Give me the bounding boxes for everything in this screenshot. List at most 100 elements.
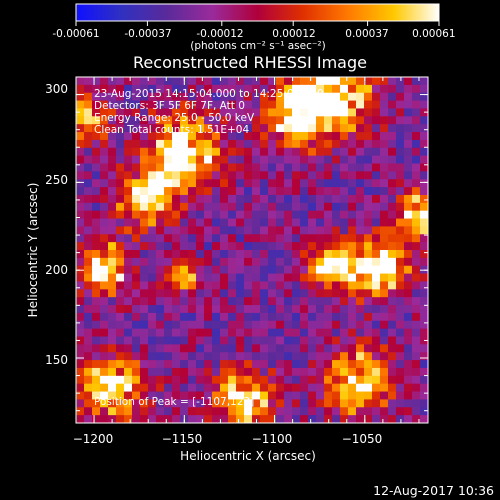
heatmap-cell bbox=[148, 399, 157, 408]
heatmap-cell bbox=[84, 367, 93, 377]
heatmap-cell bbox=[220, 194, 229, 204]
heatmap-cell bbox=[356, 328, 365, 337]
heatmap-cell bbox=[356, 391, 365, 400]
heatmap-cell bbox=[420, 360, 428, 369]
heatmap-cell bbox=[236, 124, 245, 133]
heatmap-cell bbox=[380, 92, 389, 101]
heatmap-cell bbox=[124, 289, 133, 298]
heatmap-cell bbox=[396, 179, 405, 188]
heatmap-cell bbox=[284, 226, 293, 235]
heatmap-cell bbox=[388, 367, 397, 377]
heatmap-cell bbox=[348, 289, 357, 298]
heatmap-cell bbox=[316, 250, 325, 259]
heatmap-cell bbox=[324, 383, 333, 392]
heatmap-cell bbox=[164, 399, 173, 408]
heatmap-cell bbox=[348, 108, 357, 117]
heatmap-cell bbox=[284, 375, 293, 385]
heatmap-cell bbox=[412, 77, 421, 86]
heatmap-cell bbox=[340, 226, 349, 235]
heatmap-cell bbox=[228, 84, 237, 94]
heatmap-cell bbox=[84, 84, 93, 94]
heatmap-cell bbox=[292, 399, 301, 408]
annotation-energy-range: Energy Range: 25.0 - 50.0 keV bbox=[94, 112, 255, 124]
heatmap-cell bbox=[132, 234, 141, 243]
heatmap-cell bbox=[396, 320, 405, 330]
heatmap-cell bbox=[244, 328, 253, 337]
heatmap-cell bbox=[388, 297, 397, 306]
heatmap-cell bbox=[228, 415, 237, 423]
heatmap-cell bbox=[292, 407, 301, 416]
heatmap-cell bbox=[164, 297, 173, 306]
heatmap-cell bbox=[92, 100, 101, 109]
heatmap-cell bbox=[276, 234, 285, 243]
heatmap-cell bbox=[332, 116, 341, 125]
heatmap-cell bbox=[204, 124, 213, 133]
heatmap-cell bbox=[92, 187, 101, 196]
heatmap-cell bbox=[236, 250, 245, 259]
heatmap-cell bbox=[196, 171, 205, 180]
heatmap-cell bbox=[412, 336, 421, 345]
heatmap-cell bbox=[228, 226, 237, 235]
heatmap-cell bbox=[148, 312, 157, 322]
heatmap-cell bbox=[252, 210, 261, 219]
heatmap-cell bbox=[196, 305, 205, 314]
heatmap-cell bbox=[292, 265, 301, 274]
heatmap-cell bbox=[164, 234, 173, 243]
heatmap-cell bbox=[252, 155, 261, 164]
heatmap-cell bbox=[220, 415, 229, 423]
heatmap-cell bbox=[188, 360, 197, 369]
heatmap-cell bbox=[188, 336, 197, 345]
heatmap-cell bbox=[308, 234, 317, 243]
heatmap-cell bbox=[332, 273, 341, 282]
heatmap-cell bbox=[284, 132, 293, 141]
heatmap-cell bbox=[172, 171, 181, 180]
heatmap-cell bbox=[372, 194, 381, 204]
heatmap-cell bbox=[164, 344, 173, 353]
heatmap-cell bbox=[156, 250, 165, 259]
heatmap-cell bbox=[388, 194, 397, 204]
heatmap-cell bbox=[180, 336, 189, 345]
heatmap-cell bbox=[116, 289, 125, 298]
heatmap-cell bbox=[180, 202, 189, 212]
heatmap-cell bbox=[364, 155, 373, 164]
heatmap-cell bbox=[236, 281, 245, 290]
heatmap-cell bbox=[348, 187, 357, 196]
heatmap-cell bbox=[148, 336, 157, 345]
heatmap-cell bbox=[348, 415, 357, 423]
heatmap-cell bbox=[252, 257, 261, 267]
heatmap-cell bbox=[300, 84, 309, 94]
heatmap-cell bbox=[140, 171, 149, 180]
heatmap-cell bbox=[276, 399, 285, 408]
heatmap-cell bbox=[268, 124, 277, 133]
heatmap-cell bbox=[300, 273, 309, 282]
heatmap-cell bbox=[356, 194, 365, 204]
heatmap-cell bbox=[172, 108, 181, 117]
heatmap-cell bbox=[108, 163, 117, 172]
heatmap-cell bbox=[164, 124, 173, 133]
heatmap-cell bbox=[180, 84, 189, 94]
heatmap-cell bbox=[220, 124, 229, 133]
colorbar-tick-label: -0.00037 bbox=[124, 28, 172, 40]
heatmap-cell bbox=[372, 124, 381, 133]
heatmap-cell bbox=[212, 273, 221, 282]
heatmap-cell bbox=[372, 367, 381, 377]
heatmap-cell bbox=[212, 139, 221, 149]
heatmap-cell bbox=[252, 194, 261, 204]
heatmap-cell bbox=[380, 257, 389, 267]
heatmap-cell bbox=[332, 265, 341, 274]
heatmap-cell bbox=[84, 336, 93, 345]
heatmap-cell bbox=[404, 305, 413, 314]
heatmap-cell bbox=[140, 352, 149, 361]
heatmap-cell bbox=[220, 328, 229, 337]
heatmap-cell bbox=[180, 147, 189, 157]
heatmap-cell bbox=[252, 391, 261, 400]
heatmap-cell bbox=[156, 155, 165, 164]
heatmap-cell bbox=[148, 124, 157, 133]
heatmap-cell bbox=[324, 415, 333, 423]
heatmap-cell bbox=[172, 320, 181, 330]
heatmap-cell bbox=[364, 218, 373, 227]
heatmap-cell bbox=[284, 305, 293, 314]
heatmap-cell bbox=[180, 273, 189, 282]
heatmap-cell bbox=[212, 187, 221, 196]
heatmap-cell bbox=[124, 147, 133, 157]
